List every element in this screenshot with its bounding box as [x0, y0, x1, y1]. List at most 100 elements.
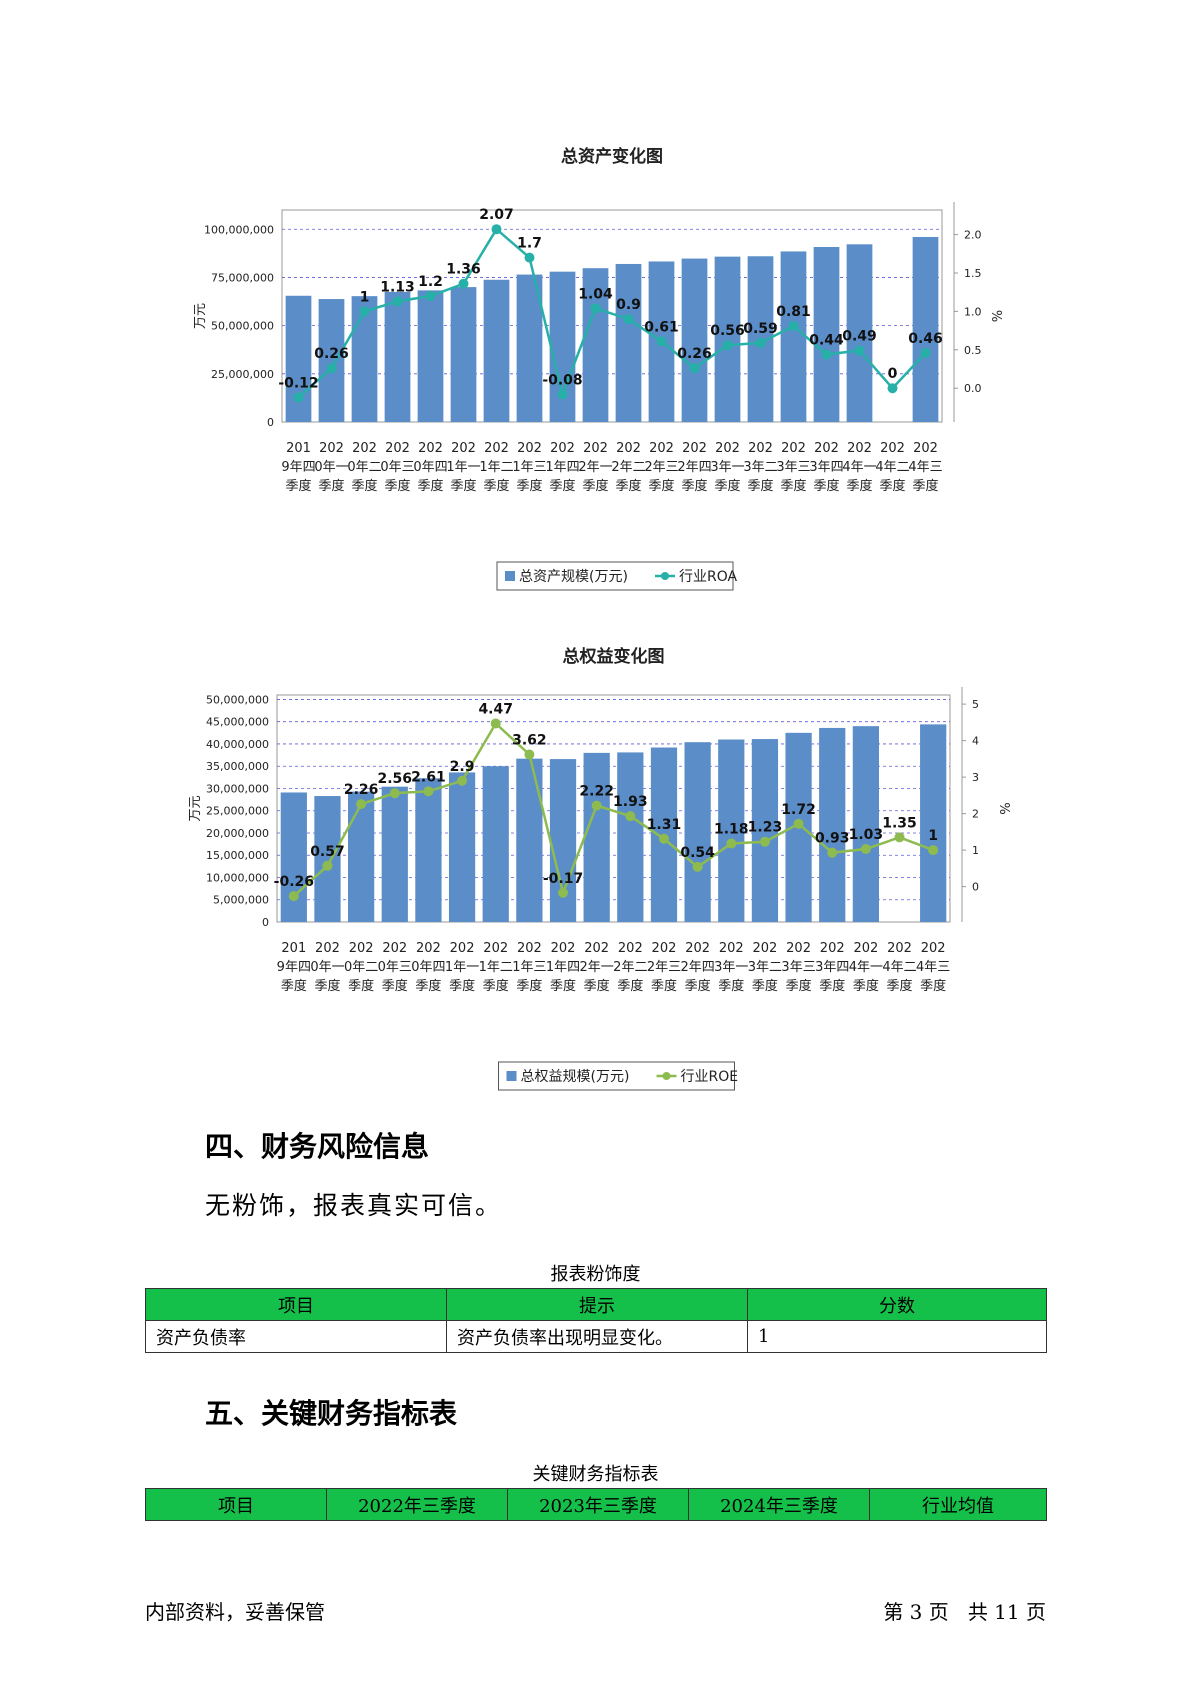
data-label: 0.44 [809, 332, 844, 348]
x-tick-label: 202 2年一季度 [578, 441, 612, 494]
data-label: 0.93 [815, 831, 850, 847]
x-tick-label: 202 1年一季度 [445, 941, 479, 994]
line-point [755, 337, 766, 348]
data-label: -0.08 [542, 372, 582, 388]
data-label: 0.49 [842, 329, 877, 345]
data-label: 2.22 [579, 784, 614, 800]
bar [681, 258, 708, 422]
line-point [726, 838, 737, 849]
line-point [623, 314, 634, 325]
table-header-cell: 项目 [145, 1288, 447, 1321]
series-line [292, 721, 934, 898]
table-header-cell: 2023年三季度 [507, 1488, 689, 1521]
y-tick-label: 0 [267, 416, 274, 429]
bar [617, 752, 644, 922]
y-tick-label: 40,000,000 [206, 738, 269, 751]
x-tick-label: 202 3年二季度 [743, 441, 777, 494]
x-tick-label: 202 2年四季度 [680, 941, 714, 994]
data-label: 1.35 [882, 815, 917, 831]
x-tick-label: 202 3年一季度 [710, 441, 744, 494]
data-label: 1.03 [849, 827, 884, 843]
chart-title: 总权益变化图 [563, 646, 665, 667]
x-tick-label: 202 4年二季度 [882, 941, 916, 994]
x-tick-label: 202 3年三季度 [781, 941, 815, 994]
bar [314, 796, 341, 922]
line-point [821, 349, 832, 360]
legend-swatch-bar [506, 1071, 517, 1081]
line-point [425, 291, 436, 302]
chart-title: 总资产变化图 [561, 146, 663, 167]
footer-confidential: 内部资料，妥善保管 [145, 1600, 325, 1624]
section4-text: 无粉饰，报表真实可信。 [205, 1191, 503, 1220]
y-tick-label: 25,000,000 [211, 368, 274, 381]
data-label: 0.57 [310, 844, 345, 860]
bar [318, 299, 345, 422]
section5-heading: 五、关键财务指标表 [205, 1397, 458, 1430]
table-cell: 资产负债率出现明显变化。 [446, 1320, 748, 1353]
line-point [423, 786, 434, 797]
y2-axis-label: % [988, 310, 1003, 322]
line-point [457, 775, 468, 786]
data-label: 2.9 [450, 759, 475, 775]
y2-tick-label: 0.0 [964, 382, 982, 395]
data-label: 1.93 [613, 794, 648, 810]
bar [483, 279, 510, 422]
line-point [524, 252, 535, 263]
legend-box [498, 1061, 735, 1091]
x-tick-label: 202 2年三季度 [644, 441, 678, 494]
y-axis-label: 万元 [188, 795, 203, 821]
x-tick-label: 202 4年一季度 [849, 941, 883, 994]
data-label: 2.61 [411, 769, 446, 785]
line-point [722, 340, 733, 351]
x-tick-label: 202 0年一季度 [310, 941, 344, 994]
legend-swatch-bar [505, 571, 515, 581]
bar [718, 739, 745, 922]
bar [714, 256, 741, 422]
x-tick-label: 202 0年一季度 [314, 441, 348, 494]
x-tick-label: 202 1年二季度 [479, 441, 513, 494]
line-point [854, 345, 865, 356]
table-row: 资产负债率 资产负债率出现明显变化。 1 [145, 1320, 1047, 1353]
table-cell: 资产负债率 [145, 1320, 447, 1353]
table-header-cell: 2024年三季度 [688, 1488, 870, 1521]
y2-tick-label: 4 [972, 735, 979, 748]
y-tick-label: 75,000,000 [211, 271, 274, 284]
legend-swatch-dot [661, 572, 669, 580]
line-point [359, 306, 370, 317]
x-tick-label: 202 1年四季度 [546, 941, 580, 994]
line-point [827, 847, 838, 858]
y2-axis-label: % [996, 802, 1011, 814]
line-point [490, 718, 501, 729]
line-point [656, 336, 667, 347]
x-tick-label: 201 9年四季度 [281, 441, 315, 494]
bar [549, 271, 576, 422]
y-tick-label: 50,000,000 [211, 320, 274, 333]
x-tick-label: 202 3年二季度 [748, 941, 782, 994]
data-label: 2.07 [479, 207, 514, 223]
bar [920, 724, 947, 922]
y-tick-label: 100,000,000 [204, 223, 274, 236]
x-tick-label: 202 0年四季度 [411, 941, 445, 994]
data-label: 3.62 [512, 732, 547, 748]
x-tick-label: 202 0年二季度 [344, 941, 378, 994]
data-label: 1.72 [781, 802, 816, 818]
x-tick-label: 202 1年二季度 [479, 941, 513, 994]
x-tick-label: 201 9年四季度 [277, 941, 311, 994]
line-point [293, 392, 304, 403]
x-tick-label: 202 2年二季度 [611, 441, 645, 494]
bar [813, 247, 840, 422]
footer-page-number: 第 3 页 共 11 页 [883, 1600, 1046, 1624]
bar [348, 791, 375, 922]
line-point [558, 887, 569, 898]
total-equity-chart-svg: 总权益变化图 0 5,000,000 10,000,000 15,000,000 20,0… [188, 646, 1011, 1091]
x-tick-label: 202 3年三季度 [776, 441, 810, 494]
y2-tick-label: 3 [972, 771, 979, 784]
table2-caption: 关键财务指标表 [532, 1464, 659, 1485]
data-label: 0.26 [677, 346, 712, 362]
x-tick-label: 202 1年三季度 [512, 441, 546, 494]
x-tick-label: 202 4年一季度 [842, 441, 876, 494]
table-header-cell: 提示 [446, 1288, 748, 1321]
total-assets-chart-svg: 总资产变化图 0 25,000,000 50,000,000 75,000,000 100… [193, 146, 1003, 591]
y-tick-label: 45,000,000 [206, 716, 269, 729]
legend-swatch-dot [662, 1072, 671, 1080]
